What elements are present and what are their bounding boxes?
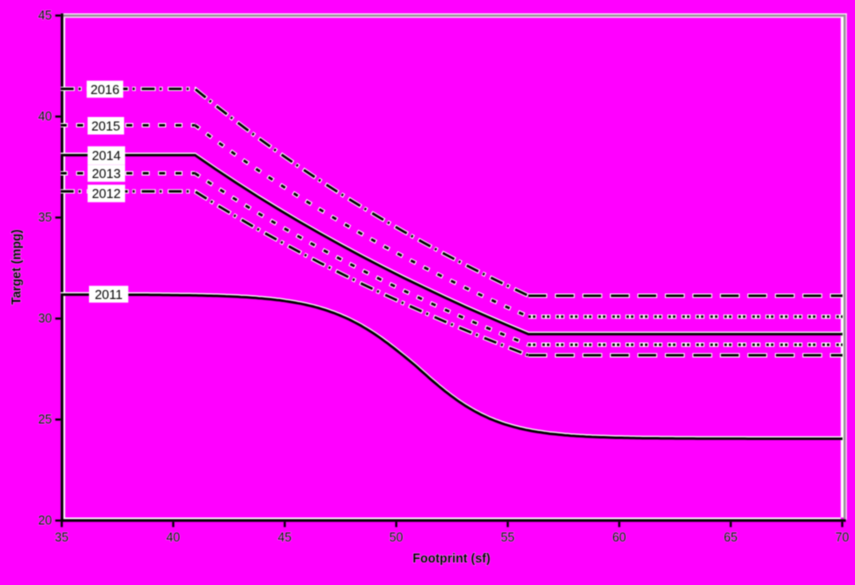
svg-text:35: 35 — [38, 210, 52, 224]
svg-text:50: 50 — [389, 531, 403, 545]
svg-text:65: 65 — [724, 531, 738, 545]
svg-text:2013: 2013 — [92, 166, 121, 181]
svg-text:35: 35 — [55, 531, 69, 545]
svg-text:25: 25 — [38, 412, 52, 426]
svg-text:55: 55 — [501, 531, 515, 545]
svg-text:2014: 2014 — [92, 148, 121, 163]
svg-text:30: 30 — [38, 311, 52, 325]
svg-text:20: 20 — [38, 513, 52, 527]
svg-text:40: 40 — [38, 109, 52, 123]
svg-text:40: 40 — [166, 531, 180, 545]
svg-text:2012: 2012 — [92, 186, 121, 201]
svg-text:70: 70 — [835, 531, 849, 545]
svg-text:Target (mpg): Target (mpg) — [9, 229, 23, 304]
svg-text:60: 60 — [612, 531, 626, 545]
svg-text:45: 45 — [278, 531, 292, 545]
svg-text:2011: 2011 — [95, 287, 123, 302]
svg-text:2016: 2016 — [91, 82, 120, 97]
svg-text:45: 45 — [38, 8, 52, 22]
svg-text:2015: 2015 — [91, 118, 120, 133]
svg-text:Footprint (sf): Footprint (sf) — [413, 552, 491, 566]
